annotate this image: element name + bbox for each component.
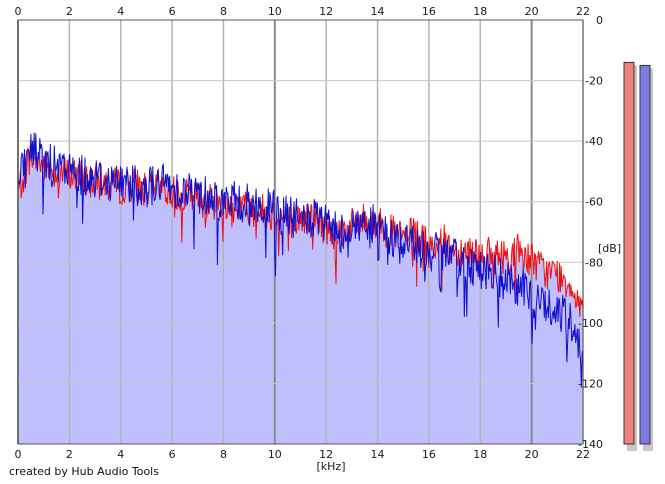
x-tick-label-top: 12 (319, 5, 333, 18)
y-tick-label: -140 (578, 438, 603, 451)
x-tick-label-top: 6 (169, 5, 176, 18)
x-tick-label-bottom: 18 (473, 448, 487, 461)
x-tick-label-top: 18 (473, 5, 487, 18)
x-tick-label-bottom: 6 (169, 448, 176, 461)
x-tick-label-bottom: 10 (268, 448, 282, 461)
level-meter-1 (623, 61, 635, 445)
x-tick-label-bottom: 12 (319, 448, 333, 461)
x-tick-label-top: 22 (576, 5, 590, 18)
y-tick-label: -100 (578, 317, 603, 330)
x-tick-label-bottom: 14 (371, 448, 385, 461)
x-tick-label-bottom: 22 (576, 448, 590, 461)
x-tick-label-bottom: 8 (220, 448, 227, 461)
y-tick-label: 0 (596, 14, 603, 27)
y-tick-label: -20 (585, 75, 603, 88)
spectrum-fill (18, 132, 583, 444)
x-tick-label-bottom: 0 (15, 448, 22, 461)
x-tick-label-top: 14 (371, 5, 385, 18)
y-axis-unit: [dB] (598, 242, 621, 255)
x-tick-label-top: 20 (525, 5, 539, 18)
series-line-2 (17, 132, 584, 388)
x-tick-label-top: 16 (422, 5, 436, 18)
series-line-1 (17, 141, 584, 317)
x-tick-label-bottom: 2 (66, 448, 73, 461)
y-tick-label: -120 (578, 377, 603, 390)
x-tick-label-bottom: 20 (525, 448, 539, 461)
credit-text: created by Hub Audio Tools (9, 465, 159, 478)
level-meter-2 (639, 64, 651, 445)
y-tick-label: -40 (585, 135, 603, 148)
x-tick-label-top: 2 (66, 5, 73, 18)
x-tick-label-bottom: 16 (422, 448, 436, 461)
plot-frame (17, 19, 584, 445)
y-tick-label: -80 (585, 256, 603, 269)
x-axis-unit: [kHz] (317, 460, 346, 473)
x-tick-label-bottom: 4 (117, 448, 124, 461)
x-tick-label-top: 10 (268, 5, 282, 18)
x-tick-label-top: 0 (15, 5, 22, 18)
x-tick-label-top: 8 (220, 5, 227, 18)
x-tick-label-top: 4 (117, 5, 124, 18)
y-tick-label: -60 (585, 196, 603, 209)
